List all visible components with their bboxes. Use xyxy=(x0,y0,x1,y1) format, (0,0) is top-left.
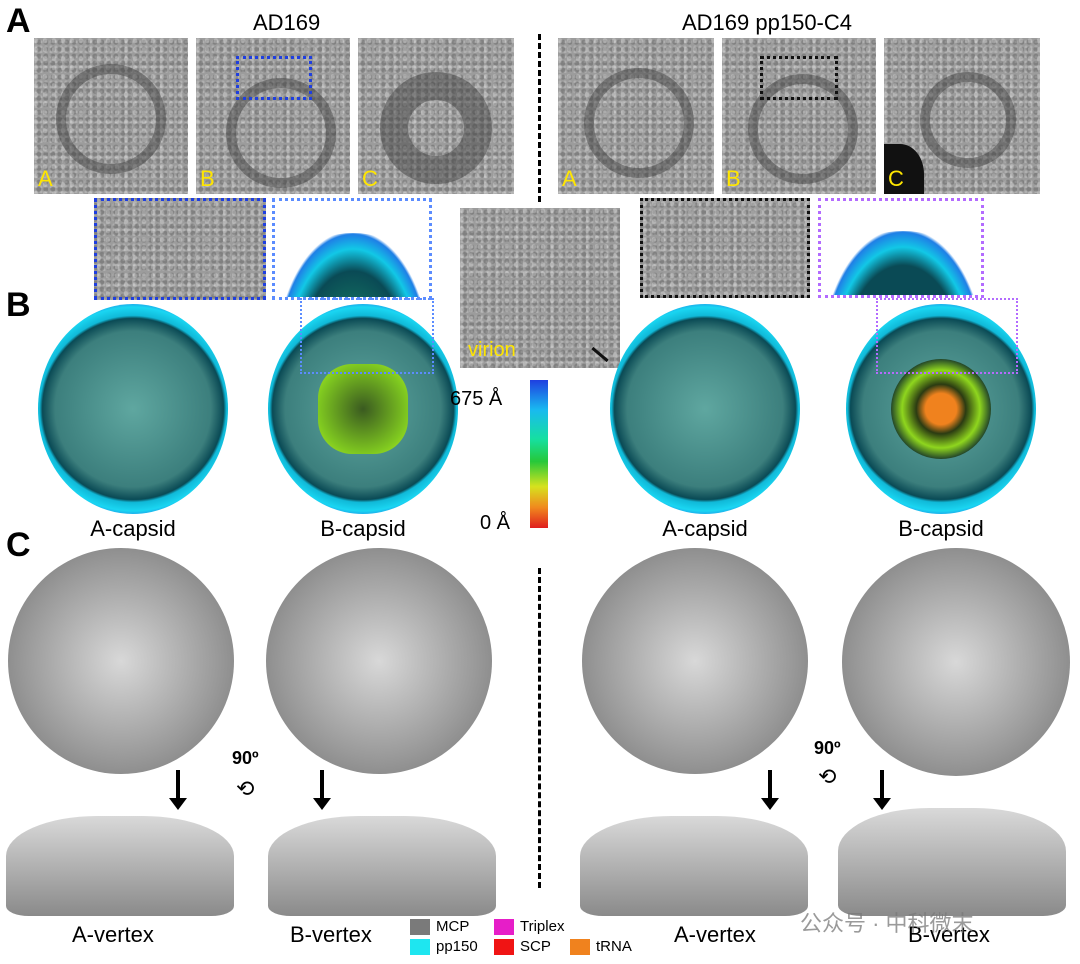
em-panel-virion: virion xyxy=(460,208,620,368)
legend-scp: SCP xyxy=(494,938,551,956)
em-panel-right-a: A xyxy=(558,38,714,194)
arrow-marker xyxy=(591,346,609,363)
capsid-ring xyxy=(748,74,858,184)
panel-letter-c: C xyxy=(6,526,31,564)
capsid-label: A-capsid xyxy=(662,516,748,541)
zoom-inset-render-left xyxy=(272,198,432,300)
zoom-inset-em-left xyxy=(94,198,266,300)
panel-letter-a: A xyxy=(6,2,31,40)
rotation-label: 90º xyxy=(814,738,841,758)
zoom-inset-em-right xyxy=(640,198,810,298)
capsid-ring xyxy=(380,72,492,184)
arrow-down xyxy=(169,770,187,810)
vertex-structure-b-left xyxy=(268,816,496,916)
virion-label: virion xyxy=(468,339,516,361)
header-ad169: AD169 xyxy=(253,10,321,35)
legend-swatch xyxy=(494,919,514,936)
em-label: A xyxy=(38,166,53,191)
legend-label: MCP xyxy=(436,918,470,935)
legend-trna: tRNA xyxy=(570,938,632,956)
em-panel-right-c: C xyxy=(884,38,1040,194)
vertex-label: B-vertex xyxy=(290,922,372,947)
em-label: A xyxy=(562,166,577,191)
colorbar-top-label: 675 Å xyxy=(450,388,503,410)
legend-label: Triplex xyxy=(520,918,565,935)
vertex-structure-a-right xyxy=(580,816,808,916)
divider-top xyxy=(538,34,541,202)
zoom-region-box xyxy=(876,298,1018,374)
colorbar xyxy=(530,380,548,528)
capsid-render-b-left xyxy=(268,304,458,514)
em-label: C xyxy=(888,166,904,191)
vertex-label: B-vertex xyxy=(908,922,990,947)
panel-letter-b: B xyxy=(6,286,31,324)
colorbar-bottom-label: 0 Å xyxy=(480,512,511,534)
arrow-down xyxy=(313,770,331,810)
vertex-label: A-vertex xyxy=(72,922,154,947)
legend-swatch xyxy=(570,939,590,956)
rotation-label: 90º xyxy=(232,748,259,768)
legend-swatch xyxy=(494,939,514,956)
em-label: C xyxy=(362,166,378,191)
capsid-ring xyxy=(920,72,1016,168)
legend-label: SCP xyxy=(520,938,551,955)
header-ad169-pp150: AD169 pp150-C4 xyxy=(682,10,853,35)
capsid-label: B-capsid xyxy=(898,516,984,541)
capsid-structure-b-right xyxy=(842,548,1070,776)
vertex-structure-b-right xyxy=(838,808,1066,916)
em-panel-right-b: B xyxy=(722,38,876,194)
capsid-slice-render xyxy=(277,233,429,297)
em-label: B xyxy=(726,166,741,191)
dark-region xyxy=(884,144,924,194)
legend-swatch xyxy=(410,939,430,956)
rotation-icon: ⟲ xyxy=(818,764,837,789)
zoom-region-box xyxy=(236,56,312,100)
capsid-structure-a-right xyxy=(582,548,808,774)
legend-swatch xyxy=(410,919,430,936)
legend-mcp: MCP xyxy=(410,918,470,936)
zoom-inset-render-right xyxy=(818,198,984,298)
divider-bottom xyxy=(538,568,541,888)
vertex-structure-a-left xyxy=(6,816,234,916)
watermark-text: 公众号 · 中科微末 xyxy=(800,911,974,936)
legend-pp150: pp150 xyxy=(410,938,478,956)
zoom-region-box xyxy=(300,298,434,374)
core-density xyxy=(891,359,991,459)
rotation-icon: ⟲ xyxy=(236,776,255,801)
capsid-structure-a-left xyxy=(8,548,234,774)
core-density xyxy=(318,364,408,454)
em-panel-left-c: C xyxy=(358,38,514,194)
capsid-render-a-right xyxy=(610,304,800,514)
capsid-ring xyxy=(226,78,336,188)
capsid-label: A-capsid xyxy=(90,516,176,541)
arrow-down xyxy=(761,770,779,810)
legend-label: pp150 xyxy=(436,938,478,955)
legend-label: tRNA xyxy=(596,938,632,955)
em-panel-left-a: A xyxy=(34,38,188,194)
legend-triplex: Triplex xyxy=(494,918,565,936)
capsid-structure-b-left xyxy=(266,548,492,774)
capsid-label: B-capsid xyxy=(320,516,406,541)
capsid-ring xyxy=(584,68,694,178)
capsid-ring xyxy=(56,64,166,174)
em-panel-left-b: B xyxy=(196,38,350,194)
capsid-slice-render xyxy=(823,231,981,295)
vertex-label: A-vertex xyxy=(674,922,756,947)
em-label: B xyxy=(200,166,215,191)
zoom-region-box xyxy=(760,56,838,100)
arrow-down xyxy=(873,770,891,810)
capsid-render-a-left xyxy=(38,304,228,514)
